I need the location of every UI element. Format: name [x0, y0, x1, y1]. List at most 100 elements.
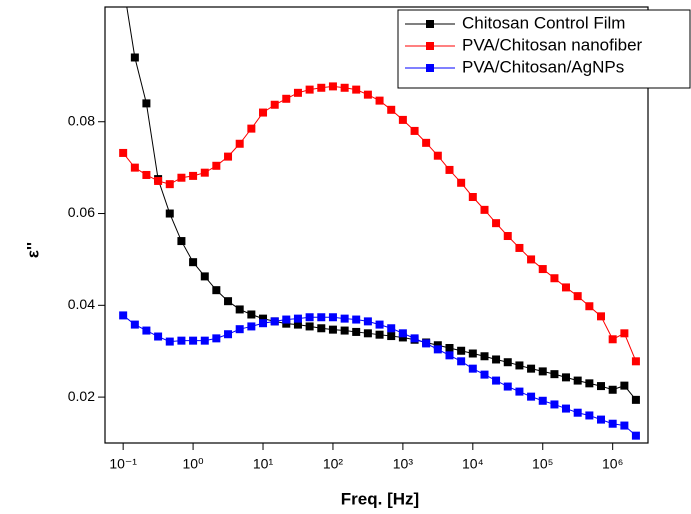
legend-label: PVA/Chitosan/AgNPs	[462, 57, 624, 76]
data-point	[631, 431, 640, 440]
data-point	[305, 85, 314, 94]
data-point	[597, 415, 606, 424]
data-point	[561, 283, 570, 292]
data-point	[503, 232, 512, 241]
x-tick-label: 10⁻¹	[109, 456, 137, 472]
data-point	[573, 376, 582, 385]
data-point	[212, 286, 221, 295]
data-point	[235, 325, 244, 334]
data-point	[620, 421, 629, 430]
data-point	[189, 336, 198, 345]
data-point	[445, 165, 454, 174]
data-point	[585, 302, 594, 311]
data-point	[410, 334, 419, 343]
data-point	[293, 314, 302, 323]
data-point	[119, 148, 128, 157]
x-tick-label: 10⁵	[532, 456, 553, 472]
data-point	[154, 176, 163, 185]
data-point	[620, 329, 629, 338]
data-point	[585, 411, 594, 420]
data-point	[177, 173, 186, 182]
data-point	[585, 379, 594, 388]
data-point	[177, 237, 186, 246]
data-point	[550, 274, 559, 283]
plot-area	[119, 7, 640, 440]
y-tick-label: 0.06	[68, 204, 95, 220]
data-point	[293, 88, 302, 97]
y-axis-label: ε''	[23, 242, 42, 258]
data-point	[130, 163, 139, 172]
data-point	[398, 115, 407, 124]
data-point	[608, 385, 617, 394]
data-point	[527, 255, 536, 264]
x-tick-label: 10⁴	[462, 456, 484, 472]
data-point	[200, 336, 209, 345]
data-point	[224, 330, 233, 339]
data-point	[445, 351, 454, 360]
data-point	[527, 364, 536, 373]
data-point	[492, 219, 501, 228]
data-point	[480, 352, 489, 361]
data-point	[375, 330, 384, 339]
legend-marker	[426, 64, 434, 72]
data-point	[480, 370, 489, 379]
data-point	[631, 395, 640, 404]
data-point	[503, 358, 512, 367]
data-point	[328, 325, 337, 334]
data-point	[154, 332, 163, 341]
data-point	[247, 310, 256, 319]
data-point	[259, 314, 268, 323]
data-point	[433, 341, 442, 350]
legend-label: PVA/Chitosan nanofiber	[462, 35, 643, 54]
x-tick-label: 10²	[323, 456, 344, 472]
data-point	[457, 346, 466, 355]
data-point	[363, 90, 372, 99]
data-point	[468, 364, 477, 373]
y-tick-label: 0.02	[68, 388, 95, 404]
data-point	[433, 151, 442, 160]
data-point	[352, 85, 361, 94]
data-point	[317, 83, 326, 92]
data-point	[363, 317, 372, 326]
data-point	[573, 408, 582, 417]
data-point	[235, 139, 244, 148]
data-point	[433, 345, 442, 354]
data-point	[352, 315, 361, 324]
data-point	[212, 334, 221, 343]
data-point	[550, 370, 559, 379]
plot-frame	[104, 6, 649, 444]
data-point	[468, 193, 477, 202]
data-point	[119, 311, 128, 320]
legend-marker	[426, 42, 434, 50]
series-line	[122, 85, 637, 362]
data-point	[212, 161, 221, 170]
data-point	[363, 329, 372, 338]
x-axis-label: Freq. [Hz]	[341, 489, 419, 508]
data-point	[561, 404, 570, 413]
data-point	[317, 313, 326, 322]
data-point	[422, 138, 431, 147]
data-point	[328, 313, 337, 322]
data-point	[387, 332, 396, 341]
data-point	[410, 126, 419, 135]
data-point	[328, 82, 337, 91]
data-point	[468, 349, 477, 358]
data-point	[480, 205, 489, 214]
data-point	[189, 171, 198, 180]
data-point	[317, 324, 326, 333]
data-point	[515, 387, 524, 396]
data-point	[130, 53, 139, 62]
data-point	[259, 319, 268, 328]
data-point	[165, 180, 174, 189]
data-point	[142, 326, 151, 335]
data-point	[515, 243, 524, 252]
data-point	[550, 400, 559, 409]
data-point	[457, 357, 466, 366]
data-point	[165, 209, 174, 218]
data-point	[340, 314, 349, 323]
data-point	[608, 335, 617, 344]
data-point	[130, 320, 139, 329]
legend-label: Chitosan Control Film	[462, 13, 625, 32]
data-point	[189, 258, 198, 267]
data-point	[620, 381, 629, 390]
